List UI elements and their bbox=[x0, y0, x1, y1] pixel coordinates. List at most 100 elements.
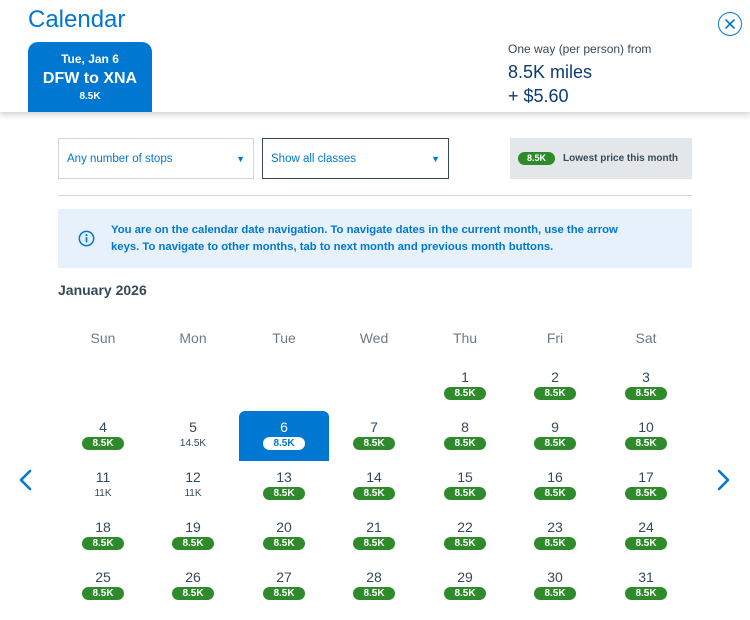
day-number: 26 bbox=[185, 569, 201, 585]
day-cell-1[interactable]: 1 8.5K bbox=[420, 361, 510, 411]
day-price-badge: 8.5K bbox=[263, 437, 305, 450]
day-number: 2 bbox=[551, 369, 559, 385]
day-number: 28 bbox=[366, 569, 382, 585]
day-cell-15[interactable]: 15 8.5K bbox=[420, 461, 510, 511]
weekday-sat: Sat bbox=[635, 330, 657, 346]
flight-price: 8.5K bbox=[79, 91, 101, 102]
day-price-badge: 8.5K bbox=[444, 437, 486, 450]
lowest-price-legend: 8.5K Lowest price this month bbox=[510, 138, 692, 179]
day-cell-10[interactable]: 10 8.5K bbox=[601, 411, 691, 461]
classes-select[interactable]: Show all classes ▼ bbox=[262, 138, 449, 179]
day-price-badge: 8.5K bbox=[534, 387, 576, 400]
day-cell-30[interactable]: 30 8.5K bbox=[510, 561, 600, 611]
day-price-badge: 8.5K bbox=[625, 537, 667, 550]
weekday-fri: Fri bbox=[546, 330, 564, 346]
day-cell-5[interactable]: 5 14.5K bbox=[148, 411, 238, 461]
day-cell-22[interactable]: 22 8.5K bbox=[420, 511, 510, 561]
day-cell-31[interactable]: 31 8.5K bbox=[601, 561, 691, 611]
day-price-badge: 8.5K bbox=[82, 587, 124, 600]
caret-down-icon: ▼ bbox=[236, 153, 245, 164]
day-cell-24[interactable]: 24 8.5K bbox=[601, 511, 691, 561]
day-price-badge: 8.5K bbox=[625, 587, 667, 600]
day-cell-8[interactable]: 8 8.5K bbox=[420, 411, 510, 461]
lowest-price-label: Lowest price this month bbox=[563, 153, 679, 164]
day-number: 6 bbox=[280, 419, 288, 435]
day-number: 20 bbox=[276, 519, 292, 535]
day-number: 13 bbox=[276, 469, 292, 485]
day-price-badge: 8.5K bbox=[534, 437, 576, 450]
day-number: 9 bbox=[551, 419, 559, 435]
day-number: 14 bbox=[366, 469, 382, 485]
fare-miles: 8.5K miles bbox=[508, 62, 593, 82]
day-price-badge: 8.5K bbox=[625, 437, 667, 450]
day-cell-20[interactable]: 20 8.5K bbox=[239, 511, 329, 561]
day-price: 11K bbox=[184, 488, 202, 499]
day-cell-21[interactable]: 21 8.5K bbox=[329, 511, 419, 561]
day-cell-3[interactable]: 3 8.5K bbox=[601, 361, 691, 411]
day-cell-17[interactable]: 17 8.5K bbox=[601, 461, 691, 511]
day-cell-28[interactable]: 28 8.5K bbox=[329, 561, 419, 611]
day-number: 30 bbox=[547, 569, 563, 585]
day-price-badge: 8.5K bbox=[625, 487, 667, 500]
day-price-badge: 8.5K bbox=[353, 587, 395, 600]
day-number: 21 bbox=[366, 519, 382, 535]
info-text: You are on the calendar date navigation.… bbox=[111, 223, 618, 253]
day-number: 25 bbox=[95, 569, 111, 585]
flight-tab-selected[interactable]: Tue, Jan 6 DFW to XNA 8.5K bbox=[28, 42, 152, 112]
day-number: 19 bbox=[185, 519, 201, 535]
day-cell-11[interactable]: 11 11K bbox=[58, 461, 148, 511]
day-price-badge: 8.5K bbox=[534, 537, 576, 550]
day-cell-18[interactable]: 18 8.5K bbox=[58, 511, 148, 561]
day-number: 31 bbox=[638, 569, 654, 585]
day-price-badge: 8.5K bbox=[172, 537, 214, 550]
next-month-button[interactable] bbox=[714, 468, 732, 492]
day-cell-9[interactable]: 9 8.5K bbox=[510, 411, 600, 461]
day-number: 15 bbox=[457, 469, 473, 485]
fare-cash: + $5.60 bbox=[508, 86, 569, 106]
day-price-badge: 8.5K bbox=[82, 537, 124, 550]
lowest-price-badge: 8.5K bbox=[518, 152, 556, 165]
day-price-badge: 8.5K bbox=[353, 437, 395, 450]
weekday-mon: Mon bbox=[179, 330, 207, 346]
prev-month-button[interactable] bbox=[17, 468, 35, 492]
fare-summary: One way (per person) from 8.5K miles + $… bbox=[508, 42, 651, 107]
day-price: 14.5K bbox=[179, 438, 207, 449]
day-price-badge: 8.5K bbox=[172, 587, 214, 600]
day-cell-25[interactable]: 25 8.5K bbox=[58, 561, 148, 611]
day-cell-27[interactable]: 27 8.5K bbox=[239, 561, 329, 611]
day-number: 24 bbox=[638, 519, 654, 535]
day-price-badge: 8.5K bbox=[263, 537, 305, 550]
day-cell-13[interactable]: 13 8.5K bbox=[239, 461, 329, 511]
day-number: 11 bbox=[95, 469, 111, 485]
day-cell-29[interactable]: 29 8.5K bbox=[420, 561, 510, 611]
day-cell-16[interactable]: 16 8.5K bbox=[510, 461, 600, 511]
divider bbox=[58, 195, 692, 196]
day-cell-2[interactable]: 2 8.5K bbox=[510, 361, 600, 411]
day-price: 11K bbox=[94, 488, 112, 499]
close-button[interactable] bbox=[718, 12, 742, 36]
day-number: 5 bbox=[189, 419, 197, 435]
day-number: 27 bbox=[276, 569, 292, 585]
day-cell-19[interactable]: 19 8.5K bbox=[148, 511, 238, 561]
day-cell-23[interactable]: 23 8.5K bbox=[510, 511, 600, 561]
weekday-wed: Wed bbox=[359, 330, 389, 346]
day-cell-7[interactable]: 7 8.5K bbox=[329, 411, 419, 461]
day-cell-14[interactable]: 14 8.5K bbox=[329, 461, 419, 511]
weekday-tue: Tue bbox=[272, 330, 296, 346]
day-cell-12[interactable]: 12 11K bbox=[148, 461, 238, 511]
day-number: 12 bbox=[185, 469, 201, 485]
day-price-badge: 8.5K bbox=[534, 487, 576, 500]
day-price-badge: 8.5K bbox=[82, 437, 124, 450]
weekday-thu: Thu bbox=[452, 330, 478, 346]
day-cell-26[interactable]: 26 8.5K bbox=[148, 561, 238, 611]
day-price-badge: 8.5K bbox=[444, 487, 486, 500]
day-cell-4[interactable]: 4 8.5K bbox=[58, 411, 148, 461]
weekday-sun: Sun bbox=[90, 330, 116, 346]
stops-select[interactable]: Any number of stops ▼ bbox=[58, 138, 254, 179]
day-cell-6[interactable]: 6 8.5K bbox=[239, 411, 329, 461]
day-price-badge: 8.5K bbox=[353, 487, 395, 500]
day-number: 7 bbox=[370, 419, 378, 435]
day-price-badge: 8.5K bbox=[625, 387, 667, 400]
day-number: 16 bbox=[547, 469, 563, 485]
day-number: 1 bbox=[461, 369, 469, 385]
